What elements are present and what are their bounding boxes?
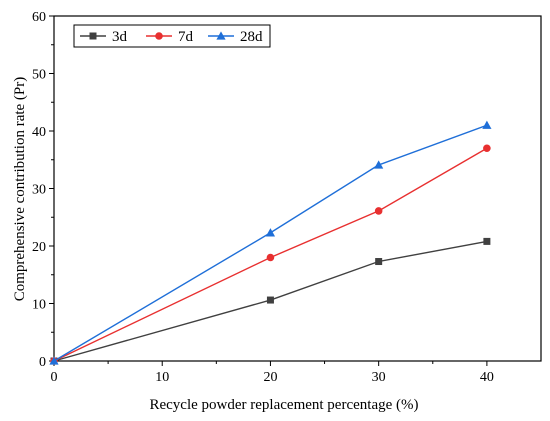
data-point-28d — [482, 120, 492, 129]
legend-label: 28d — [240, 29, 263, 45]
data-point-3d — [483, 237, 491, 245]
y-tick-label: 0 — [39, 355, 46, 370]
legend-item-28d: 28d — [208, 29, 263, 45]
legend-label: 7d — [178, 29, 194, 45]
y-tick-label: 60 — [32, 10, 46, 25]
legend-label: 3d — [112, 29, 128, 45]
legend: 3d 7d 28d — [73, 24, 271, 48]
x-tick-label: 20 — [263, 370, 277, 385]
legend-marker — [216, 31, 226, 40]
y-tick-label: 30 — [32, 183, 46, 198]
data-point-7d — [266, 253, 275, 262]
plot-frame — [53, 15, 542, 362]
data-point-7d — [483, 144, 491, 153]
series-line-7d — [53, 147, 488, 362]
series-28d — [49, 120, 492, 365]
series-layer — [49, 120, 492, 365]
y-tick-label: 50 — [32, 68, 46, 83]
data-point-3d — [375, 258, 383, 266]
legend-item-3d: 3d — [80, 29, 128, 45]
x-tick-label: 10 — [155, 370, 169, 385]
data-point-28d — [265, 228, 276, 237]
x-tick-label: 0 — [51, 370, 58, 385]
x-axis-label: Recycle powder replacement percentage (%… — [149, 397, 418, 413]
y-axis-label: Comprehensive contribution rate (Pr) — [12, 77, 28, 302]
x-tick-label: 30 — [372, 370, 386, 385]
legend-marker — [89, 32, 97, 40]
y-axis-ticks: 0 10 20 30 40 50 60 — [32, 10, 54, 370]
data-point-3d — [266, 296, 274, 304]
legend-marker — [155, 32, 163, 40]
y-tick-label: 20 — [32, 240, 46, 255]
series-line-28d — [53, 124, 488, 362]
series-line-3d — [53, 240, 488, 362]
x-axis-ticks: 0 10 20 30 40 — [51, 361, 494, 385]
y-tick-label: 10 — [32, 298, 46, 313]
data-point-28d — [49, 356, 59, 365]
legend-item-7d: 7d — [146, 29, 194, 45]
series-7d — [50, 144, 491, 365]
data-point-28d — [374, 160, 384, 169]
y-tick-label: 40 — [32, 125, 46, 140]
data-point-7d — [374, 207, 383, 215]
plot-border — [53, 15, 542, 362]
x-tick-label: 40 — [480, 370, 494, 385]
